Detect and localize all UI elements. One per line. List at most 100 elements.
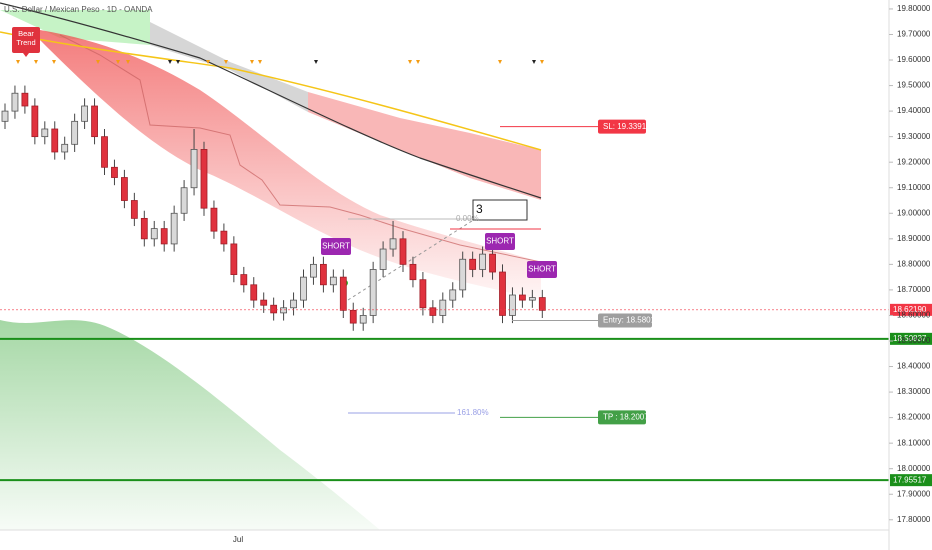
y-tick-label: 19.80000 [897, 4, 931, 13]
candle-body [230, 243, 238, 275]
candle-body [41, 128, 49, 138]
short-box [485, 233, 515, 250]
bear-trend-box [12, 27, 40, 53]
markers-dark [168, 60, 536, 64]
candle-body [170, 212, 178, 245]
candle-body [270, 304, 278, 314]
y-tick-label: 18.50000 [897, 336, 931, 345]
candle-body [538, 297, 546, 311]
short-box [527, 261, 557, 278]
cloud-gray [150, 22, 308, 112]
candle-body [111, 166, 118, 178]
candle-body [319, 263, 327, 286]
cloud-green [0, 10, 150, 45]
candle-body [200, 149, 208, 209]
candle-body [399, 238, 407, 265]
y-tick-label: 18.30000 [897, 387, 931, 396]
candle-body [459, 258, 467, 291]
markers [16, 60, 544, 64]
x-tick-label: Jul [233, 535, 243, 544]
candle-body [419, 279, 427, 309]
candle-body [528, 297, 536, 301]
candle-body [250, 284, 258, 301]
trade-level-box [598, 119, 646, 134]
candle-body [81, 105, 88, 122]
candle-body [180, 187, 188, 214]
candle-body [51, 128, 59, 153]
candle-body [449, 289, 457, 301]
trade-level-label: Entry: 18.5801 [603, 316, 656, 325]
candle-body [409, 263, 417, 281]
candle-body [220, 230, 228, 245]
candle-body [140, 217, 148, 240]
candle-body [310, 263, 317, 278]
candle-body [509, 294, 516, 316]
candle-body [21, 92, 29, 107]
short-label: SHORT [528, 265, 556, 274]
y-tick-label: 18.90000 [897, 234, 931, 243]
bear-trend-label: Bear Trend [16, 29, 35, 47]
volume-profile [0, 320, 380, 530]
candle-body [190, 149, 198, 189]
candle-body [210, 207, 218, 232]
price-tag-label: 17.95517 [893, 475, 927, 484]
candles [1, 85, 546, 331]
cloud-red [308, 92, 541, 200]
candle-body [349, 309, 357, 324]
candle-body [1, 110, 9, 122]
candle-body [300, 276, 307, 301]
candle-body [290, 299, 297, 309]
y-tick-label: 19.00000 [897, 208, 931, 217]
trade-level-label: TP : 18.2007 [603, 413, 649, 422]
y-tick-label: 19.30000 [897, 132, 931, 141]
fib-trend [347, 218, 476, 301]
candle-body [240, 274, 248, 286]
candle-body [150, 228, 158, 240]
short-box [321, 238, 351, 255]
candle-body [329, 276, 337, 286]
candle-body [121, 177, 128, 201]
y-tick-label: 18.40000 [897, 362, 931, 371]
candle-body [130, 200, 138, 219]
trade-level-box [598, 313, 652, 328]
candle-body [389, 238, 397, 250]
candle-body [499, 271, 506, 316]
candle-body [469, 258, 477, 270]
decor [0, 2, 544, 530]
y-tick-label: 17.90000 [897, 489, 931, 498]
candle-body [160, 228, 168, 245]
count-label: 3 [476, 202, 483, 216]
price-tag-label: 18.62190 [893, 305, 927, 314]
candle-body [91, 105, 98, 138]
y-tick-label: 19.70000 [897, 30, 931, 39]
y-tick-label: 18.20000 [897, 413, 931, 422]
fib-label: 161.80% [457, 408, 489, 417]
price-tag [890, 303, 932, 316]
y-tick-label: 18.10000 [897, 438, 931, 447]
fib-label: 0.00% [456, 214, 479, 223]
price-tag [890, 474, 932, 487]
annotations: Bear Trend SHORT SHORT SHORT 3 0.00% 161.… [12, 27, 557, 417]
candle-body [429, 307, 437, 316]
candle-body [479, 253, 487, 270]
y-tick-label: 18.70000 [897, 285, 931, 294]
y-tick-label: 18.80000 [897, 259, 931, 268]
candle-body [260, 299, 268, 306]
price-axis: 17.80000 17.90000 18.00000 18.10000 18.20000… [889, 4, 931, 524]
count-box [472, 199, 528, 221]
levels: 18.62190 18.50837 17.95517 SL: 19.3391 Entry… [0, 119, 932, 487]
price-tag-label: 18.50837 [893, 334, 927, 343]
y-tick-label: 19.10000 [897, 183, 931, 192]
y-tick-label: 19.40000 [897, 106, 931, 115]
y-tick-label: 19.20000 [897, 157, 931, 166]
candle-body [489, 253, 496, 273]
candle-body [359, 315, 367, 324]
candle-body [71, 120, 79, 145]
y-tick-label: 18.00000 [897, 464, 931, 473]
candle-body [519, 294, 526, 301]
candle-body [61, 143, 69, 153]
candle-body [379, 248, 387, 270]
trade-level-box [598, 410, 646, 425]
candle-body [280, 307, 288, 314]
